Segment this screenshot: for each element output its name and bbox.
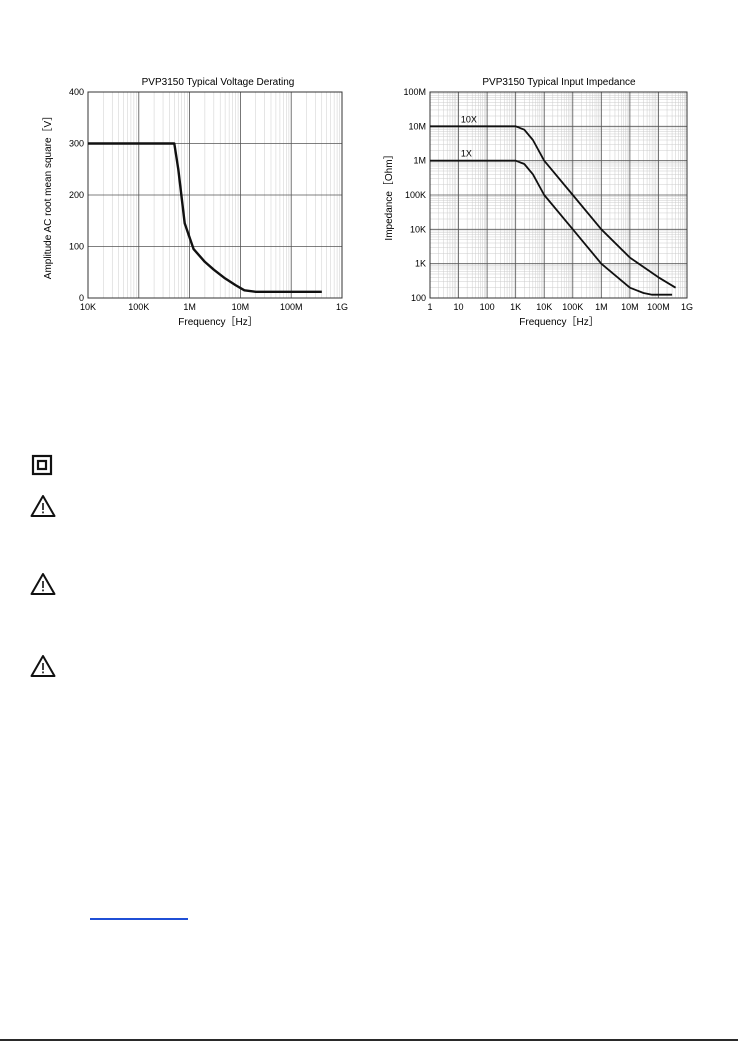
series-label: 1X bbox=[461, 149, 472, 159]
double-insulation-icon bbox=[30, 453, 56, 479]
y-tick-label: 10K bbox=[410, 224, 426, 234]
y-axis-label: Amplitude AC root mean square［V］ bbox=[42, 111, 54, 279]
x-tick-label: 100M bbox=[280, 302, 303, 312]
x-tick-label: 1M bbox=[595, 302, 608, 312]
y-tick-label: 300 bbox=[69, 139, 84, 149]
x-tick-label: 1G bbox=[681, 302, 693, 312]
series-line bbox=[430, 159, 673, 296]
x-tick-label: 100K bbox=[562, 302, 583, 312]
y-tick-label: 200 bbox=[69, 190, 84, 200]
chart-title: PVP3150 Typical Input Impedance bbox=[482, 77, 636, 88]
link-underline[interactable] bbox=[90, 918, 188, 920]
x-tick-label: 10K bbox=[80, 302, 96, 312]
series-label: 10X bbox=[461, 114, 477, 124]
warning-triangle-icon bbox=[30, 654, 56, 680]
series-line bbox=[430, 125, 677, 289]
x-tick-label: 10M bbox=[232, 302, 250, 312]
warning-triangle-icon bbox=[30, 572, 56, 598]
page-bottom-rule bbox=[0, 1039, 738, 1041]
x-tick-label: 1 bbox=[427, 302, 432, 312]
x-tick-label: 100K bbox=[128, 302, 149, 312]
y-tick-label: 100 bbox=[411, 293, 426, 303]
chart-title: PVP3150 Typical Voltage Derating bbox=[142, 77, 295, 88]
y-tick-label: 1K bbox=[415, 259, 426, 269]
y-tick-label: 100 bbox=[69, 242, 84, 252]
x-tick-label: 1M bbox=[183, 302, 196, 312]
x-tick-label: 10M bbox=[621, 302, 639, 312]
voltage-derating-chart: PVP3150 Typical Voltage Derating 10K 100K… bbox=[42, 77, 348, 328]
x-axis-label: Frequency［Hz］ bbox=[519, 316, 598, 328]
plot-frame bbox=[87, 91, 343, 299]
x-tick-label: 100 bbox=[480, 302, 495, 312]
x-tick-label: 10K bbox=[536, 302, 552, 312]
warning-triangle-icon bbox=[30, 494, 56, 520]
y-tick-label: 10M bbox=[408, 121, 426, 131]
x-tick-label: 100M bbox=[647, 302, 670, 312]
series-line bbox=[88, 142, 322, 293]
x-axis-label: Frequency［Hz］ bbox=[178, 316, 257, 328]
x-tick-label: 10 bbox=[454, 302, 464, 312]
y-tick-label: 100M bbox=[403, 87, 426, 97]
x-tick-label: 1G bbox=[336, 302, 348, 312]
input-impedance-chart: PVP3150 Typical Input Impedance 1 10 100 1K… bbox=[383, 77, 693, 328]
y-tick-label: 400 bbox=[69, 87, 84, 97]
plot-frame bbox=[429, 91, 688, 299]
x-tick-label: 1K bbox=[510, 302, 521, 312]
y-tick-label: 1M bbox=[413, 156, 426, 166]
y-axis-label: Impedance［Ohm］ bbox=[383, 149, 395, 240]
charts-area: PVP3150 Typical Voltage Derating 10K 100K… bbox=[42, 77, 693, 328]
y-tick-label: 0 bbox=[79, 293, 84, 303]
y-tick-label: 100K bbox=[405, 190, 426, 200]
